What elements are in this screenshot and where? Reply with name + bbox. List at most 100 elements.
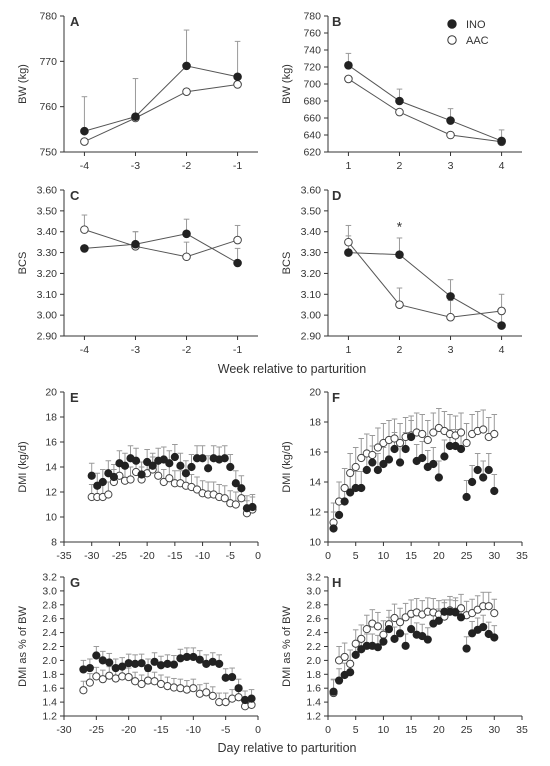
y-tick-label: 660 [303,113,321,125]
x-tick-label: 5 [353,550,359,562]
x-tick-label: -20 [121,724,136,736]
y-tick-label: 1.8 [306,669,321,681]
panel-h: 1.2 1.4 1.6 1.8 2.0 2.2 2.4 2.6 2.8 3.03.2 0 5 10 15 2… [281,572,528,737]
ino-point [346,488,355,497]
x-tick-label: -1 [233,344,242,356]
ino-point [159,455,168,464]
y-tick-label: 2.2 [42,641,57,653]
ino-point [220,454,229,463]
ino-point [390,634,399,643]
ino-point [407,625,416,634]
aac-point [137,679,146,689]
y-tick-label: 740 [303,45,321,57]
y-tick-label: 20 [45,387,57,399]
y-tick-label: 3.30 [301,247,322,259]
ino-point [446,292,455,301]
x-tick-label: -35 [56,550,71,562]
aac-point [340,483,349,493]
ino-point [204,464,213,473]
aac-point [346,659,355,668]
y-axis-title: DMI as % of BW [281,606,293,687]
y-tick-label: 2.0 [306,655,321,667]
y-tick-label: 780 [39,11,57,23]
ino-series-line [84,65,238,132]
ino-point [195,655,204,664]
aac-point [220,494,229,503]
ino-point [79,665,88,674]
x-tick-label: 4 [499,344,505,356]
y-tick-label: 1.6 [42,683,57,695]
y-tick-label: 3.10 [301,289,322,301]
y-axis-title: DMI (kg/d) [17,441,29,492]
y-tick-label: 2.6 [306,613,321,625]
y-tick-label: 14 [45,462,57,474]
y-axis-title: BCS [281,252,293,275]
y-axis-title: BW (kg) [281,64,293,104]
aac-point [237,494,246,503]
aac-point [165,474,174,483]
ino-point [137,659,146,668]
aac-point [231,500,240,509]
ino-point [423,635,432,644]
ino-point [401,444,410,454]
ino-point [395,250,404,259]
x-tick-label: -2 [182,160,191,172]
aac-point [124,672,133,682]
panel-d: 2.90 3.00 3.10 3.20 3.30 3.40 3.50 3.60 1 2 3 4 BCS D… [281,185,522,356]
y-tick-label: 3.60 [37,185,58,197]
ino-point [237,484,246,493]
legend-marker-ino [447,19,457,29]
x-tick-label: -15 [167,550,182,562]
ino-point [429,459,438,469]
ino-point [401,641,410,650]
ino-point [329,524,338,533]
x-tick-label: 2 [397,344,403,356]
significance-marker: * [397,219,403,235]
aac-point [221,698,230,707]
ino-point [176,461,185,470]
x-tick-label: 1 [345,344,351,356]
y-tick-label: 8 [51,537,57,549]
ino-point [169,660,179,669]
ino-point [344,248,353,257]
ino-point [118,662,127,671]
y-tick-label: 760 [303,28,321,40]
aac-point [446,130,455,140]
ino-point [215,659,224,668]
y-axis-title: BW (kg) [17,64,29,104]
aac-point [368,450,377,460]
ino-point [395,458,405,467]
panel-letter: G [70,575,80,590]
x-tick-label: -10 [195,550,210,562]
y-tick-label: 2.8 [306,599,321,611]
y-tick-label: 2.0 [42,655,57,667]
ino-point [226,462,235,472]
ino-point [105,658,114,667]
y-tick-label: 640 [303,130,321,142]
x-tick-label: -10 [186,724,201,736]
aac-series-line [348,78,502,143]
ino-point [182,229,191,239]
ino-point [373,465,382,475]
ino-point [395,96,404,106]
aac-point [395,300,404,310]
aac-point [195,689,204,698]
panel-letter: D [332,188,341,203]
ino-point [446,116,455,125]
ino-point [456,613,466,622]
ino-point [109,472,118,482]
ino-point [131,239,140,249]
ino-point [156,661,166,670]
ino-point [131,112,140,121]
aac-point [233,80,242,89]
y-tick-label: 1.4 [42,697,57,709]
y-tick-label: 3.50 [301,205,322,217]
x-tick-label: 0 [325,550,331,562]
aac-series-line [84,229,238,258]
aac-point [456,604,466,613]
aac-point [357,453,366,463]
panel-a: 750 760 770 780 -4 -3 -2 -1 BW (kg) A [17,11,258,172]
x-tick-label: -30 [84,550,99,562]
ino-point [93,481,102,490]
ino-point [357,483,366,493]
